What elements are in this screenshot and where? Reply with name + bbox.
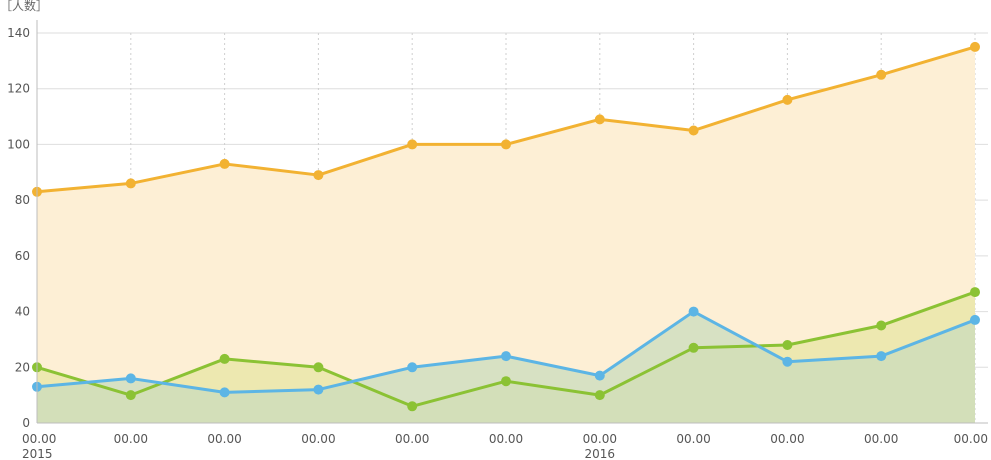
series-2-point-4 — [407, 362, 418, 373]
series-1-point-10 — [970, 287, 980, 298]
series-1-point-7 — [688, 342, 699, 353]
x-tick-label-0: 00.00 — [22, 432, 56, 446]
series-2-point-9 — [876, 351, 887, 362]
series-0-point-1 — [125, 178, 136, 189]
x-tick-label-9: 00.00 — [864, 432, 898, 446]
series-0-point-4 — [407, 139, 418, 150]
series-0-point-6 — [594, 114, 605, 125]
series-1-point-3 — [313, 362, 324, 373]
x-tick-label-10: 00.00 — [954, 432, 988, 446]
x-tick-label-5: 00.00 — [489, 432, 523, 446]
series-1-point-2 — [219, 353, 230, 364]
series-0-point-2 — [219, 158, 230, 169]
series-2-point-3 — [313, 384, 324, 395]
series-0-point-3 — [313, 170, 324, 181]
x-tick-label-7: 00.00 — [676, 432, 710, 446]
y-tick-label-0: 0 — [22, 416, 30, 430]
series-0-area — [37, 46, 975, 424]
x-tick-label-2: 00.00 — [207, 432, 241, 446]
series-1-point-1 — [125, 390, 136, 401]
x-tick-label-1: 00.00 — [114, 432, 148, 446]
y-tick-label-2: 40 — [15, 305, 30, 319]
series-1-point-5 — [501, 376, 511, 387]
series-2-point-8 — [782, 356, 793, 367]
series-2-point-6 — [594, 370, 605, 381]
series-0-point-5 — [501, 139, 511, 150]
series-2-point-7 — [688, 306, 699, 317]
series-0-point-7 — [688, 125, 699, 136]
y-tick-label-1: 20 — [15, 360, 30, 374]
x-tick-label-6: 00.00 — [583, 432, 617, 446]
series-0-point-10 — [970, 41, 980, 52]
series-0-point-9 — [876, 69, 887, 80]
x-year-label-0: 2015 — [22, 447, 53, 460]
y-tick-label-7: 140 — [7, 26, 30, 40]
series-2-point-10 — [970, 314, 980, 325]
x-tick-label-4: 00.00 — [395, 432, 429, 446]
series-1-point-8 — [782, 340, 793, 350]
series-2-point-1 — [125, 373, 136, 384]
series-1-point-4 — [407, 401, 418, 412]
series-1-point-9 — [876, 320, 887, 331]
y-tick-label-5: 100 — [7, 137, 30, 151]
series-1-point-6 — [594, 390, 605, 401]
series-0-point-8 — [782, 94, 793, 105]
y-axis-title: ［人数］ — [0, 0, 48, 13]
x-year-label-1: 2016 — [585, 447, 616, 460]
y-tick-label-3: 60 — [15, 249, 30, 263]
x-tick-label-8: 00.00 — [770, 432, 804, 446]
y-tick-label-6: 120 — [7, 82, 30, 96]
series-2-area — [37, 311, 975, 423]
series-2-point-5 — [501, 351, 511, 362]
series-2-point-2 — [219, 387, 230, 398]
y-tick-label-4: 80 — [15, 193, 30, 207]
x-tick-label-3: 00.00 — [301, 432, 335, 446]
